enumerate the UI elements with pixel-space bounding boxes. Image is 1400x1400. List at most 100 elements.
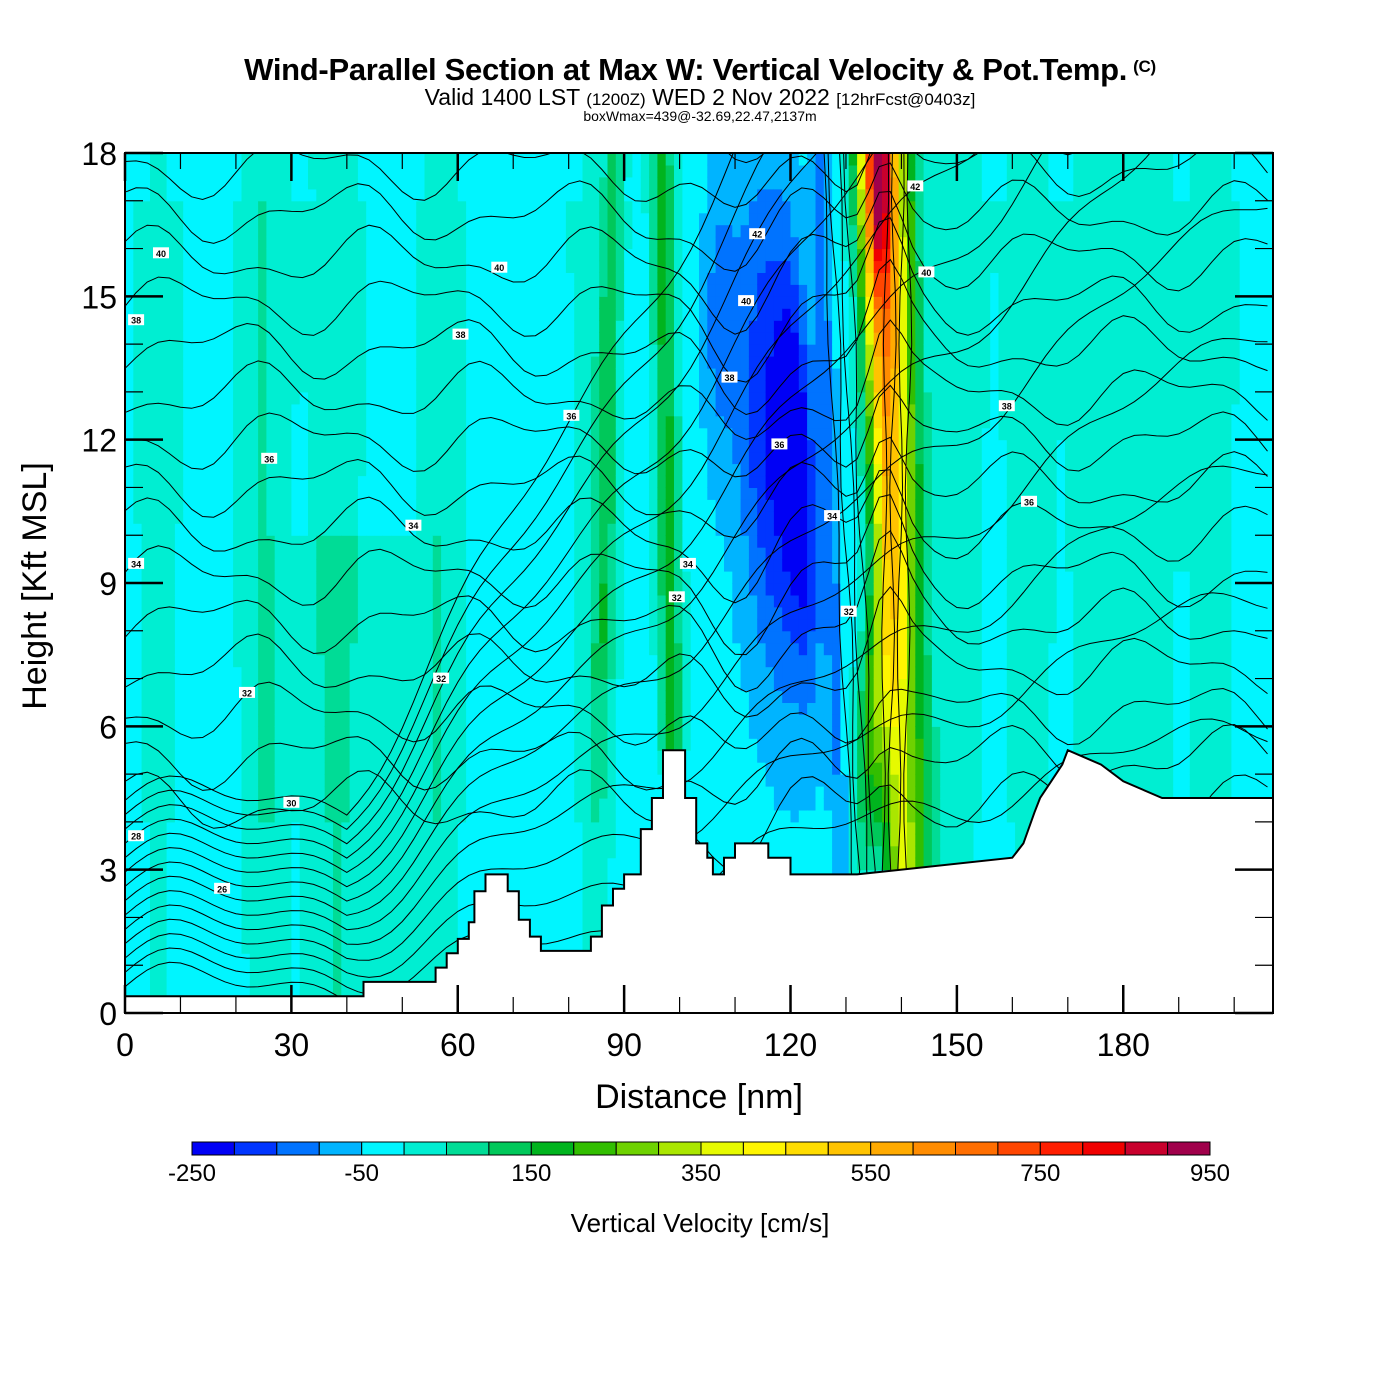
field-cell	[308, 356, 317, 369]
field-cell	[690, 702, 700, 715]
field-cell	[599, 248, 609, 262]
field-cell	[349, 188, 359, 202]
field-cell	[233, 869, 242, 883]
field-cell	[457, 439, 467, 453]
field-cell	[316, 618, 326, 632]
field-cell	[582, 535, 592, 548]
field-cell	[565, 798, 575, 811]
field-cell	[441, 618, 450, 632]
field-cell	[499, 439, 509, 453]
field-cell	[316, 774, 326, 787]
field-cell	[432, 284, 442, 297]
field-cell	[141, 308, 151, 321]
field-cell	[399, 809, 409, 823]
field-cell	[333, 308, 342, 321]
field-cell	[432, 308, 442, 321]
field-cell	[291, 153, 301, 166]
field-cell	[299, 379, 309, 393]
field-cell	[125, 965, 134, 978]
field-cell	[624, 487, 633, 500]
field-cell	[299, 224, 309, 238]
field-cell	[416, 332, 426, 345]
field-cell	[632, 379, 642, 393]
field-cell	[233, 642, 242, 656]
field-cell	[224, 702, 234, 715]
field-cell	[582, 188, 592, 202]
field-cell	[249, 368, 259, 381]
field-cell	[424, 296, 434, 309]
field-cell	[208, 917, 218, 930]
field-cell	[457, 762, 467, 775]
field-cell	[524, 547, 534, 560]
field-cell	[615, 212, 625, 226]
field-cell	[516, 427, 525, 441]
field-cell	[333, 272, 342, 285]
field-cell	[258, 320, 267, 333]
field-cell	[399, 403, 409, 417]
field-cell	[216, 762, 226, 775]
field-cell	[507, 869, 517, 883]
field-cell	[499, 212, 509, 226]
field-cell	[491, 272, 500, 285]
field-cell	[249, 379, 259, 393]
field-cell	[216, 606, 226, 620]
field-cell	[624, 786, 633, 799]
field-cell	[466, 654, 475, 668]
field-cell	[266, 332, 276, 345]
field-cell	[615, 809, 625, 823]
field-cell	[690, 188, 700, 202]
field-cell	[416, 535, 426, 548]
field-cell	[374, 893, 384, 907]
field-cell	[399, 666, 409, 680]
field-cell	[150, 678, 159, 692]
field-cell	[249, 881, 259, 895]
field-cell	[516, 463, 525, 477]
field-cell	[682, 499, 692, 512]
field-cell	[341, 905, 351, 918]
field-cell	[266, 857, 276, 871]
field-cell	[649, 164, 658, 178]
field-cell	[574, 176, 584, 190]
field-cell	[424, 786, 434, 799]
field-cell	[308, 965, 317, 978]
field-cell	[199, 750, 209, 763]
field-cell	[690, 583, 700, 596]
field-cell	[166, 487, 176, 500]
field-cell	[582, 451, 592, 465]
field-cell	[174, 618, 184, 632]
field-cell	[366, 344, 376, 357]
field-cell	[125, 547, 134, 560]
field-cell	[141, 535, 151, 548]
field-cell	[457, 200, 467, 214]
field-cell	[208, 654, 218, 668]
field-cell	[407, 535, 417, 548]
field-cell	[208, 929, 218, 942]
field-cell	[357, 499, 367, 512]
field-cell	[624, 344, 633, 357]
field-cell	[283, 726, 292, 739]
field-cell	[366, 618, 376, 632]
field-cell	[166, 965, 176, 978]
field-cell	[665, 368, 675, 381]
field-cell	[183, 344, 193, 357]
field-cell	[150, 750, 159, 763]
field-cell	[133, 929, 143, 942]
field-cell	[649, 583, 658, 596]
field-cell	[665, 726, 675, 739]
field-cell	[540, 571, 550, 584]
field-cell	[565, 630, 575, 644]
field-cell	[607, 368, 617, 381]
field-cell	[274, 869, 284, 883]
field-cell	[233, 153, 242, 166]
field-cell	[150, 606, 159, 620]
field-cell	[590, 881, 600, 895]
field-cell	[158, 953, 168, 966]
field-cell	[565, 750, 575, 763]
field-cell	[690, 284, 700, 297]
field-cell	[657, 618, 667, 632]
field-cell	[208, 212, 218, 226]
field-cell	[391, 774, 401, 787]
field-cell	[283, 272, 292, 285]
field-cell	[499, 463, 509, 477]
field-cell	[540, 845, 550, 859]
